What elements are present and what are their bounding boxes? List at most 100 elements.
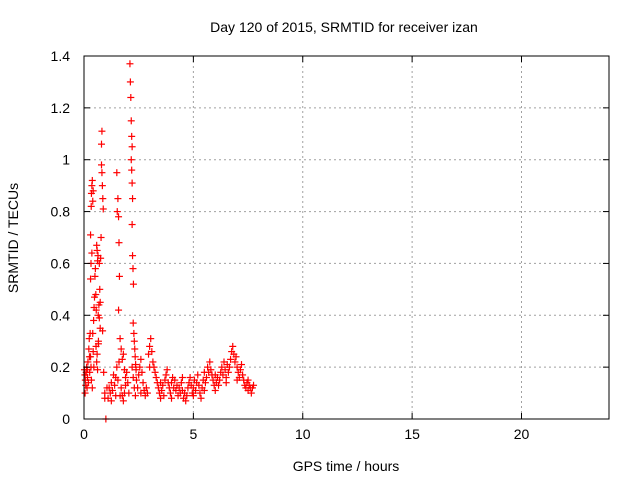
data-point: [189, 392, 197, 400]
data-point: [211, 371, 219, 379]
data-point: [131, 345, 139, 353]
y-axis-label: SRMTID / TECUs: [5, 183, 21, 293]
data-point: [108, 386, 116, 394]
data-point: [183, 392, 191, 400]
data-point: [152, 374, 160, 382]
data-point: [233, 376, 241, 384]
data-point: [177, 379, 185, 387]
data-point: [114, 195, 122, 203]
data-point: [236, 366, 244, 374]
data-point: [119, 397, 127, 405]
plot-frame: [83, 55, 610, 420]
data-point: [128, 132, 136, 140]
data-point: [151, 368, 159, 376]
data-point: [84, 374, 91, 382]
data-point: [91, 272, 99, 280]
data-point: [206, 358, 214, 366]
data-point: [128, 221, 136, 229]
data-point: [178, 374, 186, 382]
data-point: [89, 197, 97, 205]
data-point: [238, 361, 245, 369]
data-point: [85, 353, 93, 361]
data-point: [98, 161, 105, 169]
data-point: [81, 389, 89, 397]
data-point: [87, 231, 95, 239]
data-point: [148, 348, 156, 356]
data-point: [91, 265, 99, 273]
data-point: [244, 376, 252, 384]
data-point: [192, 386, 200, 394]
data-point: [227, 355, 235, 363]
x-tick-label: 20: [514, 426, 530, 442]
data-point: [94, 311, 102, 319]
data-point: [132, 366, 140, 374]
data-point: [85, 335, 93, 343]
data-point: [93, 350, 101, 358]
data-point: [194, 371, 202, 379]
data-point: [99, 205, 107, 213]
data-point: [115, 213, 123, 221]
data-point: [229, 342, 237, 350]
data-point: [89, 348, 97, 356]
data-point: [207, 366, 215, 374]
data-point: [129, 195, 137, 203]
data-point: [115, 239, 123, 247]
data-point: [225, 363, 233, 371]
data-point: [129, 265, 137, 273]
data-point: [201, 379, 209, 387]
data-point: [98, 140, 105, 148]
x-tick-label: 5: [189, 426, 197, 442]
data-point: [116, 335, 124, 343]
y-tick-label: 0.2: [51, 359, 71, 375]
data-point: [113, 208, 121, 216]
axis-ticks: [83, 55, 609, 420]
data-point: [126, 78, 134, 86]
data-point: [115, 272, 123, 280]
data-point: [139, 379, 147, 387]
data-point: [111, 381, 119, 389]
data-point: [130, 329, 138, 337]
data-point: [103, 384, 111, 392]
data-point: [94, 337, 102, 345]
data-point: [146, 363, 154, 371]
data-point: [231, 358, 239, 366]
data-point: [134, 384, 142, 392]
data-point: [162, 371, 170, 379]
data-point: [98, 182, 106, 190]
data-point: [87, 275, 95, 283]
data-point: [128, 179, 136, 187]
data-point: [157, 379, 165, 387]
data-point: [160, 392, 168, 400]
data-point: [117, 345, 125, 353]
data-point: [232, 353, 240, 361]
data-point: [250, 381, 258, 389]
y-tick-label: 1.4: [51, 48, 71, 64]
data-point: [92, 291, 100, 299]
data-point: [196, 389, 204, 397]
data-point: [124, 379, 132, 387]
data-point: [119, 350, 127, 358]
data-point: [92, 342, 100, 350]
chart-title: Day 120 of 2015, SRMTID for receiver iza…: [210, 19, 478, 35]
data-point: [87, 202, 95, 210]
data-point: [117, 384, 125, 392]
data-point: [97, 254, 105, 262]
x-axis-label: GPS time / hours: [293, 458, 400, 474]
tick-labels: 0 5 10 15 20 0 0.2 0.4 0.6 0.8 1 1.2 1.4: [51, 48, 530, 442]
data-point: [99, 195, 107, 203]
data-point: [107, 397, 115, 405]
data-point: [128, 363, 136, 371]
x-tick-label: 0: [80, 426, 88, 442]
data-point: [131, 353, 139, 361]
data-point: [197, 394, 205, 402]
data-point: [96, 285, 104, 293]
data-point: [149, 358, 157, 366]
data-point: [90, 316, 98, 324]
data-point: [171, 376, 179, 384]
data-point: [90, 363, 98, 371]
data-point: [203, 374, 210, 382]
data-point: [93, 246, 101, 254]
data-point: [127, 93, 135, 101]
x-tick-label: 15: [404, 426, 420, 442]
data-point: [142, 384, 150, 392]
